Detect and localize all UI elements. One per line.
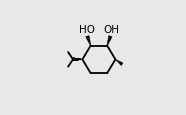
Polygon shape <box>116 60 123 66</box>
Text: HO: HO <box>79 25 95 35</box>
Text: OH: OH <box>103 25 119 35</box>
